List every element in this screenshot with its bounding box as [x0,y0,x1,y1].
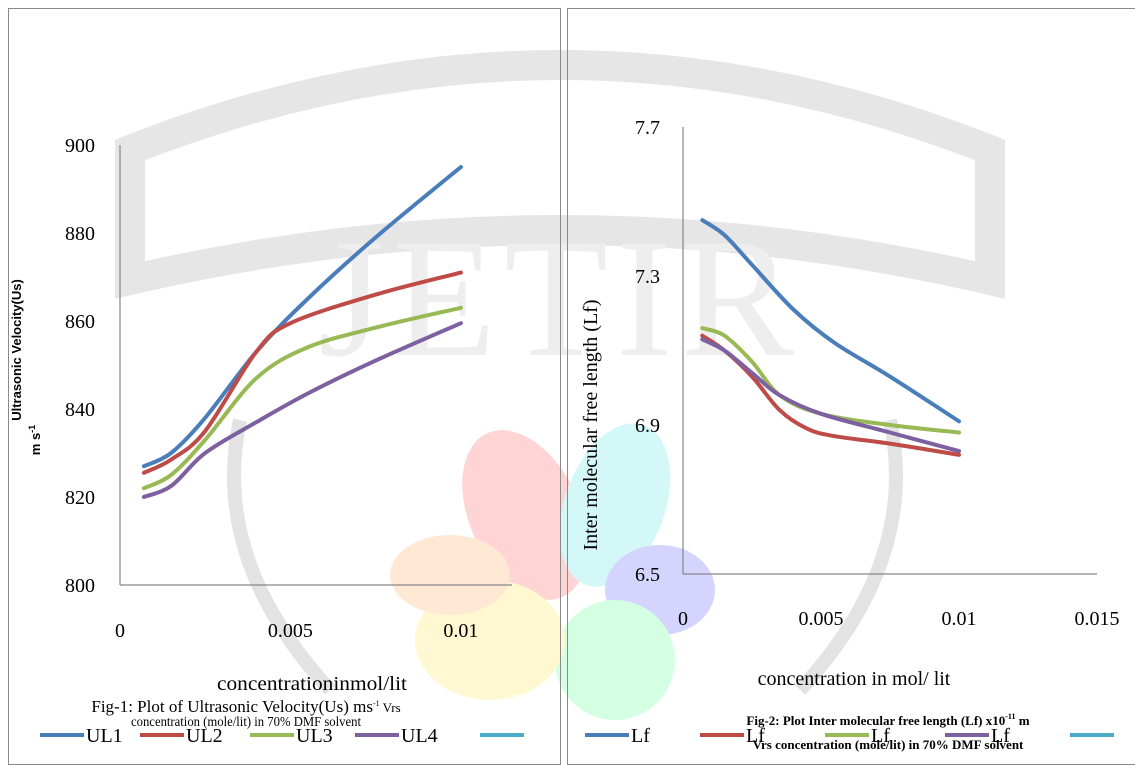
chart2-y-tick-label: 7.7 [635,117,660,139]
chart1-ylabel-line2: m s-1 [27,425,43,455]
chart1-yaxis-title: Ultrasonic Velocity(Us) m s-1 [9,279,43,455]
chart2-legend-label: Lf [991,725,1010,747]
chart2-x-tick-label: 0.01 [942,608,977,630]
chart1-group: 800 820 840 860 880 900 0 0.005 0.01 UL1 UL2 UL3 UL4 [40,135,524,747]
chart2-legend-label: Lf [871,725,890,747]
chart1-ylabel-sup: -1 [27,425,37,433]
chart1-caption-sup: -1 [373,699,380,708]
chart1-x-tick-label: 0.005 [268,620,313,642]
chart1-caption-end: Vrs [380,700,401,715]
chart2-caption-sup: -11 [1005,712,1015,721]
chart2-y-tick-label: 6.5 [635,564,660,586]
chart2-legend-label: Lf [631,725,650,747]
chart2-ylabel: Inter molecular free length (Lf) [580,300,602,551]
chart2-x-tick-label: 0.015 [1075,608,1120,630]
chart1-x-tick-label: 0.01 [443,620,478,642]
chart1-y-tick-label: 800 [65,575,95,597]
chart1-x-tick-label: 0 [115,620,125,642]
chart1-ylabel-unit: m s [28,433,43,455]
chart2-caption-end: m [1016,713,1030,728]
chart1-y-tick-label: 860 [65,311,95,333]
chart1-legend-label: UL2 [186,725,223,747]
chart2-series-line [702,220,959,421]
chart1-legend-label: UL4 [401,725,438,747]
chart2-group: 6.5 6.9 7.3 7.7 0 0.005 0.01 0.015 Lf Lf Lf Lf [585,117,1120,747]
chart2-xlabel: concentration in mol/ lit [758,668,951,690]
chart1-caption-line1: Fig-1: Plot of Ultrasonic Velocity(Us) m… [91,697,400,716]
chart2-y-tick-label: 7.3 [635,266,660,288]
chart1-y-tick-label: 880 [65,223,95,245]
chart1-ylabel-line1: Ultrasonic Velocity(Us) [9,279,24,421]
chart1-caption-text: Fig-1: Plot of Ultrasonic Velocity(Us) m… [91,697,373,716]
chart1-legend-label: UL1 [86,725,123,747]
chart2-y-tick-label: 6.9 [635,415,660,437]
chart2-x-tick-label: 0.005 [799,608,844,630]
chart2-x-tick-label: 0 [678,608,688,630]
chart1-y-tick-label: 820 [65,487,95,509]
chart1-y-tick-label: 900 [65,135,95,157]
chart1-xlabel: concentrationinmol/lit [217,673,407,695]
chart1-y-tick-label: 840 [65,399,95,421]
chart2-legend-label: Lf [746,725,765,747]
chart1-legend-label: UL3 [296,725,333,747]
